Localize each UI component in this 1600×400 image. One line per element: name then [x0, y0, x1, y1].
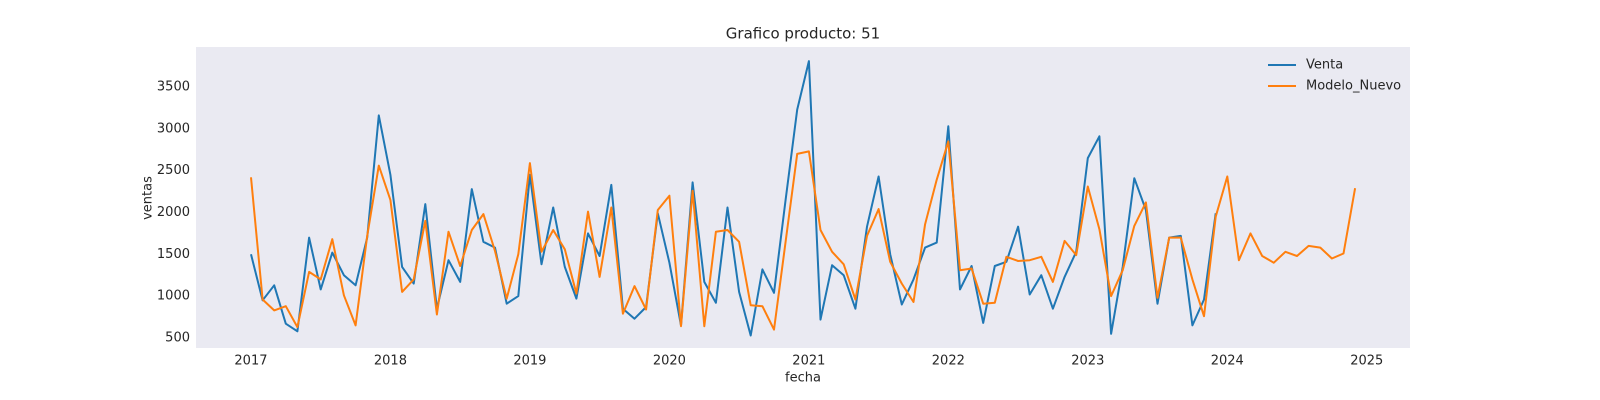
x-tick-label: 2021: [792, 354, 825, 369]
series-line: [250, 140, 1357, 331]
x-tick-label: 2024: [1211, 354, 1244, 369]
y-tick-label: 2500: [157, 163, 190, 178]
y-tick-label: 3000: [157, 121, 190, 136]
x-tick-label: 2018: [374, 354, 407, 369]
y-axis-label: ventas: [141, 176, 156, 220]
x-tick-label: 2020: [653, 354, 686, 369]
x-tick-label: 2017: [234, 354, 267, 369]
y-tick-label: 1000: [157, 289, 190, 304]
y-tick-label: 1500: [157, 247, 190, 262]
x-tick-label: 2023: [1071, 354, 1104, 369]
x-tick-label: 2025: [1350, 354, 1383, 369]
x-axis-label: fecha: [785, 371, 821, 386]
x-tick-label: 2022: [932, 354, 965, 369]
legend-label: Venta: [1306, 58, 1343, 73]
plot-area: [196, 47, 1410, 348]
legend-label: Modelo_Nuevo: [1306, 79, 1401, 94]
y-tick-label: 500: [165, 330, 190, 345]
y-tick-label: 3500: [157, 79, 190, 94]
x-tick-label: 2019: [513, 354, 546, 369]
chart-title: Grafico producto: 51: [726, 25, 880, 43]
y-tick-label: 2000: [157, 205, 190, 220]
